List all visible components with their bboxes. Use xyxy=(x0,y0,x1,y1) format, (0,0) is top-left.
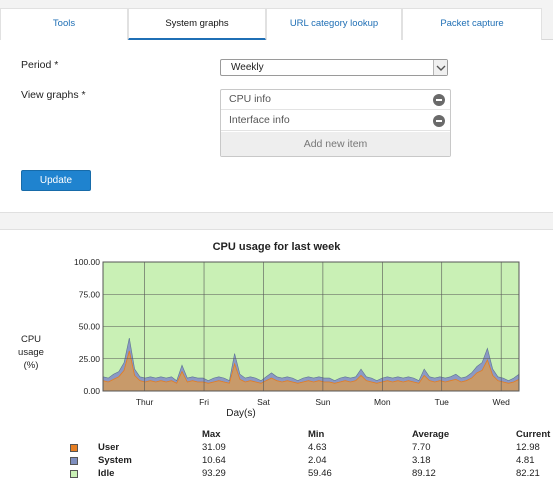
stats-cell: 4.63 xyxy=(308,442,327,453)
x-axis-label: Day(s) xyxy=(226,408,256,419)
tab-tools[interactable]: Tools xyxy=(0,8,128,40)
series-idle-area xyxy=(102,261,520,382)
legend-swatch xyxy=(70,470,78,478)
tab-url-category-lookup[interactable]: URL category lookup xyxy=(266,8,402,40)
stats-cell: 82.21 xyxy=(516,468,540,479)
list-item[interactable]: CPU info xyxy=(221,90,450,110)
update-button[interactable]: Update xyxy=(21,170,91,191)
y-axis-label-line: (%) xyxy=(23,360,39,371)
x-tick-label: Wed xyxy=(493,397,511,407)
stats-cell: 10.64 xyxy=(202,455,226,466)
legend-label: System xyxy=(98,455,132,466)
stats-header-average: Average xyxy=(412,429,450,440)
legend-swatch xyxy=(70,444,78,452)
graphs-list: CPU info Interface info Add new item xyxy=(220,89,451,157)
stats-cell: 4.81 xyxy=(516,455,535,466)
tab-packet-capture[interactable]: Packet capture xyxy=(402,8,542,40)
period-select-value: Weekly xyxy=(231,62,264,73)
y-axis-label-line: CPU xyxy=(20,334,42,345)
stats-header-min: Min xyxy=(308,429,325,440)
add-new-item-button[interactable]: Add new item xyxy=(221,132,450,156)
stats-cell: 2.04 xyxy=(308,455,327,466)
y-tick-label: 75.00 xyxy=(79,289,101,299)
list-item-label: CPU info xyxy=(229,93,272,105)
y-tick-label: 25.00 xyxy=(79,354,101,364)
view-graphs-label: View graphs * xyxy=(21,89,86,101)
legend-label: Idle xyxy=(98,468,115,479)
legend-label: User xyxy=(98,442,120,453)
x-tick-label: Fri xyxy=(199,397,209,407)
y-axis-label: CPU usage (%) xyxy=(18,333,44,372)
stats-header-current: Current xyxy=(516,429,551,440)
legend-swatch xyxy=(70,457,78,465)
chevron-down-icon[interactable] xyxy=(433,60,447,75)
plot-border xyxy=(102,261,520,392)
minus-circle-icon[interactable] xyxy=(433,115,445,127)
x-tick-label: Tue xyxy=(435,397,450,407)
y-axis-label-line: usage xyxy=(18,347,44,358)
stats-cell: 3.18 xyxy=(412,455,431,466)
period-select[interactable]: Weekly xyxy=(220,59,448,76)
y-tick-label: 0.00 xyxy=(83,386,100,396)
stats-cell: 12.98 xyxy=(516,442,540,453)
stats-cell: 31.09 xyxy=(202,442,226,453)
minus-circle-icon[interactable] xyxy=(433,94,445,106)
stats-cell: 93.29 xyxy=(202,468,226,479)
stats-cell: 89.12 xyxy=(412,468,436,479)
y-tick-label: 100.00 xyxy=(74,257,100,267)
x-tick-label: Sun xyxy=(315,397,330,407)
chart-title: CPU usage for last week xyxy=(212,241,341,253)
section-divider xyxy=(0,212,553,230)
tab-bar: Tools System graphs URL category lookup … xyxy=(0,0,553,40)
list-item-label: Interface info xyxy=(229,114,290,126)
period-label: Period * xyxy=(21,59,59,71)
y-tick-label: 50.00 xyxy=(79,322,101,332)
list-item[interactable]: Interface info xyxy=(221,111,450,131)
stats-header-max: Max xyxy=(202,429,221,440)
stats-cell: 59.46 xyxy=(308,468,332,479)
x-tick-label: Mon xyxy=(374,397,391,407)
x-tick-label: Sat xyxy=(257,397,270,407)
x-tick-label: Thur xyxy=(136,397,154,407)
stats-cell: 7.70 xyxy=(412,442,431,453)
tab-system-graphs[interactable]: System graphs xyxy=(128,8,266,40)
